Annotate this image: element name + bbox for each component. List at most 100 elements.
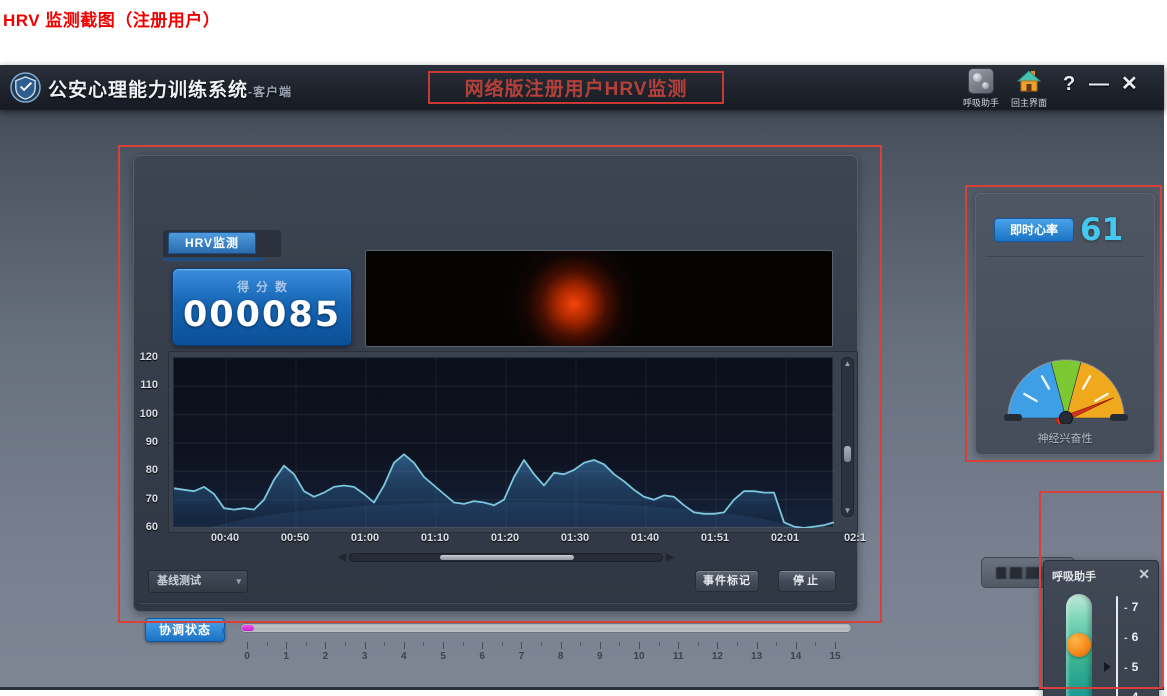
y-tick-label: 100 <box>139 407 158 420</box>
ruler-tick <box>482 642 484 649</box>
ruler-tick <box>560 642 562 649</box>
ruler-minor-tick <box>266 642 268 646</box>
minimize-button[interactable]: — <box>1089 73 1109 95</box>
gauge-caption: 神经兴奋性 <box>1037 433 1093 445</box>
scroll-left-icon[interactable]: ◀ <box>338 552 346 563</box>
y-tick-label: 60 <box>145 521 158 533</box>
ruler-number: 9 <box>597 651 603 662</box>
breathing-close-icon[interactable]: ✕ <box>1138 566 1150 582</box>
chevron-down-icon: ▾ <box>236 576 241 586</box>
mode-dropdown[interactable]: 基线测试 ▾ <box>148 570 248 593</box>
ruler-tick <box>639 642 640 649</box>
titlebar: 公安心理能力训练系统-客户端 网络版注册用户HRV监测 呼吸助手 回主界面 ? … <box>0 65 1164 110</box>
stop-button[interactable]: 停止 <box>778 570 836 592</box>
ruler-number: 13 <box>751 651 763 662</box>
breath-helper-icon <box>968 68 994 94</box>
ruler-number: 8 <box>557 651 564 662</box>
ruler-minor-tick <box>580 642 582 646</box>
chart-horizontal-scrollbar[interactable] <box>349 553 663 562</box>
chart-vertical-scrollbar[interactable]: ▲ ▼ <box>841 357 854 517</box>
tab-hrv-monitor[interactable]: HRV监测 <box>168 232 256 254</box>
panel-divider <box>140 602 852 604</box>
ruler-minor-tick <box>462 642 464 646</box>
ruler-number: 15 <box>829 651 841 662</box>
coordination-progress-bar[interactable] <box>240 623 852 633</box>
ruler-minor-tick <box>384 642 386 646</box>
ruler-number: 6 <box>479 651 485 662</box>
ruler-number: 12 <box>711 651 723 662</box>
ruler-tick <box>835 642 836 649</box>
app-edition: -客户端 <box>248 85 293 99</box>
y-tick-label: 120 <box>139 351 158 363</box>
y-tick-label: 110 <box>140 379 158 392</box>
ruler-tick <box>364 642 366 649</box>
x-tick-label: 01:00 <box>350 532 380 544</box>
chart-x-axis-labels: 00:40 00:50 01:00 01:10 01:20 01:30 01:40 01:51… <box>173 532 883 546</box>
ruler-number: 10 <box>633 651 645 662</box>
coordination-progress-fill <box>242 625 255 631</box>
annotation-title-box: 网络版注册用户HRV监测 <box>428 71 724 104</box>
vertical-scroll-thumb[interactable] <box>844 446 851 462</box>
ruler-minor-tick <box>776 642 778 646</box>
app-logo-shield-icon <box>10 72 41 103</box>
ruler-minor-tick <box>345 642 346 646</box>
ruler-number: 0 <box>244 651 250 662</box>
ruler-tick <box>403 642 405 649</box>
y-tick-label: 90 <box>145 436 158 448</box>
thermal-video-panel <box>365 250 833 347</box>
breathing-marker-icon <box>1104 662 1116 672</box>
hrv-line-chart <box>173 357 835 578</box>
breathing-ball[interactable] <box>1067 633 1091 657</box>
ruler-tick <box>795 642 797 649</box>
ruler-number: 3 <box>361 651 368 662</box>
x-tick-label: 01:40 <box>630 532 660 544</box>
annotation-title-text: 网络版注册用户HRV监测 <box>464 79 688 100</box>
app-title: 公安心理能力训练系统-客户端 <box>48 80 293 101</box>
page-heading: HRV 监测截图（注册用户） <box>3 11 221 30</box>
ruler-minor-tick <box>423 642 425 646</box>
breathing-panel-title: 呼吸助手 <box>1052 571 1096 583</box>
ruler-minor-tick <box>501 642 503 646</box>
x-tick-label: 01:51 <box>700 532 730 544</box>
help-button[interactable]: ? <box>1063 73 1076 95</box>
ruler-tick <box>521 642 523 649</box>
event-mark-button[interactable]: 事件标记 <box>695 570 759 592</box>
score-value: 000085 <box>182 295 342 335</box>
x-tick-label: 01:30 <box>560 532 590 544</box>
tray-home-button[interactable]: 回主界面 <box>1006 68 1052 109</box>
ruler-minor-tick <box>697 642 699 646</box>
ruler-tick <box>325 642 327 649</box>
ruler-number: 14 <box>790 651 802 662</box>
close-button[interactable]: ✕ <box>1121 73 1138 95</box>
home-icon <box>1016 70 1042 92</box>
breathing-scale-label: -4 <box>1124 690 1154 696</box>
scroll-down-icon[interactable]: ▼ <box>843 506 852 515</box>
breathing-scale: -7-6-5-4-3 <box>1104 592 1156 696</box>
ruler-number: 2 <box>322 651 329 662</box>
horizontal-scroll-thumb[interactable] <box>440 555 574 560</box>
ruler-minor-tick <box>815 642 817 646</box>
score-box: 得分数 000085 <box>172 268 352 346</box>
tray-breath-helper-button[interactable]: 呼吸助手 <box>958 68 1004 109</box>
instant-heart-rate-value: 61 <box>1080 212 1124 248</box>
ruler-tick <box>756 642 758 649</box>
coordination-ruler: 0 1 2 3 4 5 6 7 8 9 10 11 12 13 14 15 <box>244 642 847 668</box>
x-tick-label: 00:50 <box>280 532 310 544</box>
ruler-minor-tick <box>658 642 660 646</box>
ruler-tick <box>599 642 601 649</box>
scroll-up-icon[interactable]: ▲ <box>843 359 852 368</box>
x-tick-label: 02:1 <box>843 532 867 544</box>
scroll-right-icon[interactable]: ▶ <box>666 552 674 563</box>
score-label: 得分数 <box>236 280 294 294</box>
ruler-minor-tick <box>619 642 621 646</box>
ruler-tick <box>286 642 288 649</box>
ruler-tick <box>443 642 444 649</box>
nerve-excitability-gauge <box>1000 354 1132 426</box>
ruler-minor-tick <box>541 642 542 646</box>
ruler-tick <box>678 642 680 649</box>
coordination-status-label: 协调状态 <box>145 618 226 642</box>
divider <box>986 256 1144 258</box>
x-tick-label: 01:10 <box>420 532 450 544</box>
y-tick-label: 70 <box>145 492 158 505</box>
breathing-scale-axis <box>1116 596 1118 696</box>
